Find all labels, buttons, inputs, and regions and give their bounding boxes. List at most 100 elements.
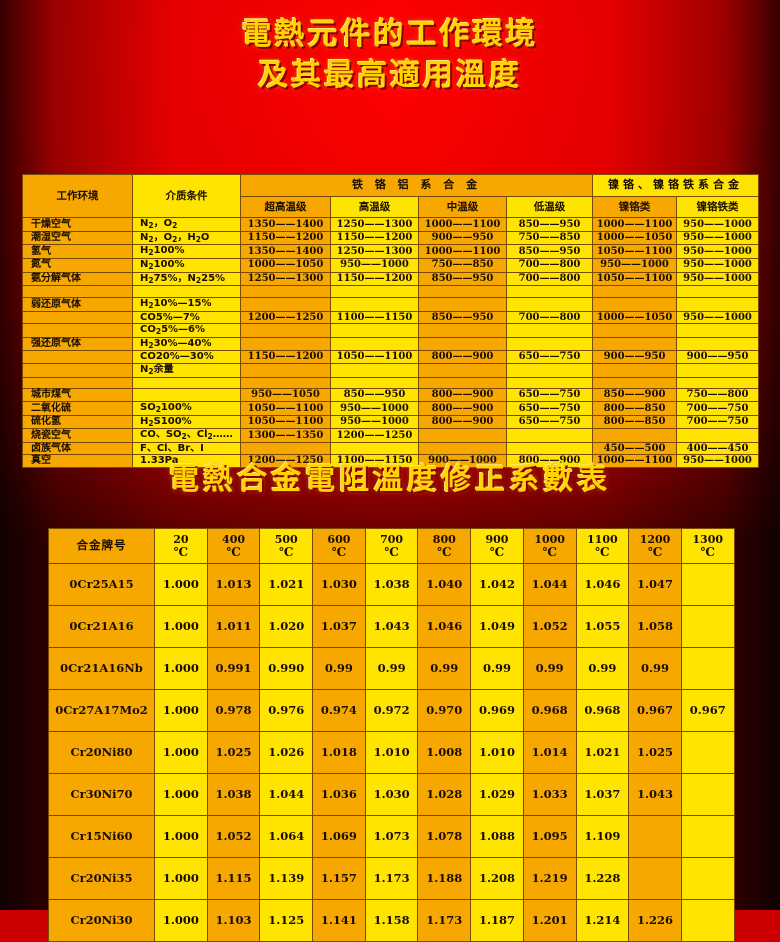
cell-coefficient-1200: 1.047: [628, 563, 682, 606]
table-row: N2余量: [22, 362, 760, 378]
cell-ultra: 1000——1050: [240, 257, 331, 273]
cell-low: 700——800: [505, 257, 594, 273]
cell-medium: H2100%: [132, 244, 241, 259]
table-row: 强还原气体 H230%—40%: [22, 336, 760, 352]
cell-environment: 干燥空气: [22, 217, 133, 232]
cell-alloy-grade: Cr20Ni35: [48, 857, 155, 900]
cell-coefficient-400: 1.115: [206, 857, 261, 900]
cell-nicr: 1050——1100: [592, 244, 678, 259]
header-low-grade: 低温级: [505, 195, 594, 218]
cell-ultra: [240, 297, 331, 312]
row-spacer: [22, 285, 760, 299]
cell-high: 1100——1150: [330, 310, 419, 325]
cell-coefficient-1000: 1.201: [522, 899, 577, 942]
cell-coefficient-20: 1.000: [154, 773, 208, 816]
resistance-temperature-correction-table: 合金牌号 20 ℃ 400 ℃ 500 ℃ 600 ℃ 700 ℃ 800 ℃ 900 ℃ 1000 ℃ 110…: [48, 528, 735, 942]
cell-coefficient-1000: 1.095: [522, 815, 577, 858]
cell-medium: F、Cl、Br、I: [132, 441, 241, 456]
cell-mid: 1000——1100: [418, 244, 507, 259]
cell-environment: [22, 310, 133, 325]
cell-low: [505, 441, 594, 456]
cell-coefficient-800: 1.188: [417, 857, 472, 900]
table-row: CO5%—7% 1200——1250 1100——1150 850——950 700——…: [22, 310, 760, 325]
cell-coefficient-500: 1.021: [259, 563, 314, 606]
cell-low: 700——800: [505, 310, 594, 325]
cell-coefficient-1000: 1.052: [522, 605, 577, 648]
cell-coefficient-500: 1.139: [259, 857, 314, 900]
cell-medium: N2余量: [132, 362, 241, 378]
cell-high: 1200——1250: [330, 428, 419, 443]
cell-high: [330, 336, 419, 352]
cell-environment: 硫化氢: [22, 414, 133, 430]
cell-mid: [418, 336, 507, 352]
cell-ultra: 1200——1250: [240, 454, 331, 468]
cell-nicrfe: 950——1000: [676, 454, 760, 468]
table-row: 氮气 N2100% 1000——1050 950——1000 750——850 700——…: [22, 257, 760, 273]
cell-mid: [418, 362, 507, 378]
table-row: 二氧化硫 SO2100% 1050——1100 950——1000 800——900 65…: [22, 400, 760, 416]
cell-coefficient-900: 1.029: [470, 773, 524, 816]
cell-environment: 真空: [22, 454, 133, 468]
cell-environment: 烧瓷空气: [22, 428, 133, 443]
cell-coefficient-1200: 0.99: [628, 647, 682, 690]
table-row: CO25%—6%: [22, 323, 760, 338]
cell-coefficient-1200: 1.226: [628, 899, 682, 942]
cell-low: 650——750: [505, 350, 594, 364]
cell-spacer: [676, 285, 760, 299]
cell-alloy-grade: 0Cr21A16: [48, 605, 155, 648]
cell-nicr: [592, 297, 678, 312]
cell-medium: 1.33Pa: [132, 454, 241, 468]
main-title-line-2: 及其最高適用溫度: [258, 58, 522, 93]
cell-medium: H210%—15%: [132, 297, 241, 312]
cell-coefficient-20: 1.000: [154, 857, 208, 900]
cell-nicr: 1050——1100: [592, 271, 678, 287]
cell-environment: [22, 350, 133, 364]
cell-coefficient-500: 1.125: [259, 899, 314, 942]
cell-coefficient-400: 1.025: [206, 731, 261, 774]
table1-body: 干燥空气 N2，O2 1350——1400 1250——1300 1000——1100 8…: [22, 217, 760, 468]
header-group-nicr: 镍铬、镍铬铁系合金: [592, 174, 760, 197]
cell-low: [505, 297, 594, 312]
cell-spacer: [22, 376, 133, 390]
cell-mid: 900——950: [418, 230, 507, 246]
cell-coefficient-900: 0.99: [470, 647, 524, 690]
cell-environment: 氮气: [22, 257, 133, 273]
cell-coefficient-1300: [680, 899, 735, 942]
cell-coefficient-600: 1.018: [312, 731, 366, 774]
cell-ultra: 1150——1200: [240, 230, 331, 246]
cell-nicr: [592, 336, 678, 352]
cell-coefficient-1100: 1.046: [575, 563, 630, 606]
cell-nicrfe: 400——450: [676, 441, 760, 456]
cell-coefficient-1200: [628, 857, 682, 900]
cell-medium: [132, 388, 241, 402]
cell-coefficient-400: 1.052: [206, 815, 261, 858]
cell-high: 950——1000: [330, 414, 419, 430]
cell-environment: 氨分解气体: [22, 271, 133, 287]
cell-low: 800——900: [505, 454, 594, 468]
cell-high: 950——1000: [330, 257, 419, 273]
cell-coefficient-600: 1.030: [312, 563, 366, 606]
cell-nicr: 950——1000: [592, 257, 678, 273]
cell-low: 850——950: [505, 217, 594, 232]
cell-low: [505, 336, 594, 352]
cell-spacer: [132, 376, 241, 390]
cell-nicrfe: 950——1000: [676, 230, 760, 246]
cell-environment: 氢气: [22, 244, 133, 259]
cell-nicrfe: [676, 336, 760, 352]
cell-high: 1250——1300: [330, 244, 419, 259]
cell-environment: 弱还原气体: [22, 297, 133, 312]
cell-coefficient-500: 0.976: [259, 689, 314, 732]
cell-high: 950——1000: [330, 400, 419, 416]
table-row: 0Cr21A16Nb 1.000 0.991 0.990 0.99 0.99 0.99 0.9…: [48, 647, 735, 690]
cell-coefficient-800: 0.99: [417, 647, 472, 690]
cell-coefficient-700: 0.972: [364, 689, 419, 732]
cell-coefficient-400: 0.991: [206, 647, 261, 690]
cell-coefficient-500: 1.064: [259, 815, 314, 858]
cell-coefficient-20: 1.000: [154, 815, 208, 858]
cell-coefficient-1100: 1.109: [575, 815, 630, 858]
cell-low: 650——750: [505, 388, 594, 402]
cell-medium: H2S100%: [132, 414, 241, 430]
cell-mid: [418, 428, 507, 443]
cell-coefficient-600: 1.141: [312, 899, 366, 942]
header-temp-600: 600 ℃: [312, 528, 366, 564]
